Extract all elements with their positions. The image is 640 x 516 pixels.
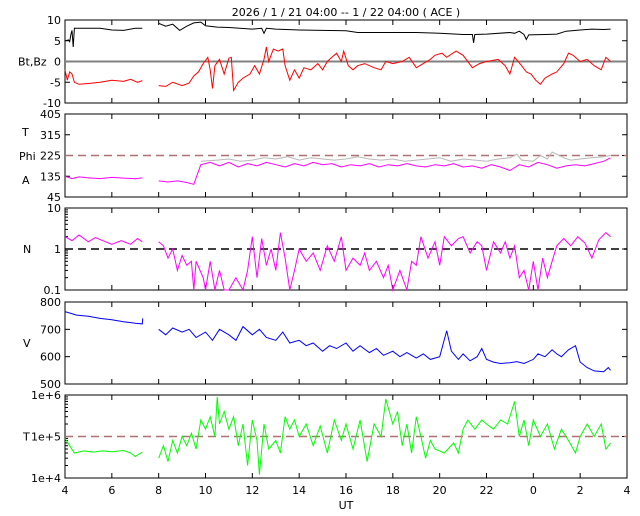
x-tick-label: 10 [199,484,213,497]
y-axis-label: V [23,337,31,350]
chart-title: 2026 / 1 / 21 04:00 -- 1 / 22 04:00 ( AC… [232,6,460,19]
y-tick-label: -10 [43,97,61,110]
y-tick-label: 0 [54,56,61,69]
y-tick-label: 800 [40,296,61,309]
x-tick-label: 6 [108,484,115,497]
y-tick-label: -5 [50,76,61,89]
y-tick-label: 500 [40,378,61,391]
x-tick-label: 4 [624,484,631,497]
y-tick-label: 0.1 [44,284,62,297]
x-tick-label: 22 [480,484,494,497]
y-tick-label: 135 [40,170,61,183]
series-v-line [64,311,611,373]
series-n-line [64,232,611,292]
y-axis-label: T [21,126,29,139]
series-t-line [64,396,611,475]
y-tick-label: 315 [40,129,61,142]
series-phi-line [64,157,611,185]
y-tick-label: 700 [40,323,61,336]
y-tick-label: 1 [54,243,61,256]
y-tick-label: 1e+6 [31,389,61,402]
y-tick-label: 405 [40,108,61,121]
x-tick-label: 4 [62,484,69,497]
y-axis-label: Bt,Bz [18,56,47,69]
x-tick-label: 14 [292,484,306,497]
y-axis-label: T [22,431,30,444]
y-tick-label: 600 [40,351,61,364]
y-tick-label: 45 [47,191,61,204]
x-axis-label: UT [339,499,354,512]
series-theta-line [200,151,611,162]
x-tick-label: 18 [386,484,400,497]
y-axis-label: Phi [19,150,36,163]
y-axis-label: N [23,243,31,256]
y-tick-label: 225 [40,150,61,163]
x-tick-label: 20 [433,484,447,497]
x-tick-label: 0 [530,484,537,497]
y-tick-label: 1e+4 [31,472,61,485]
series-bt-line [64,21,611,48]
series-bz-line [64,46,611,93]
x-tick-label: 8 [155,484,162,497]
y-tick-label: 1e+5 [31,431,61,444]
y-axis-label: A [22,174,30,187]
y-tick-label: 10 [47,202,61,215]
y-tick-label: 5 [54,35,61,48]
x-tick-label: 2 [577,484,584,497]
y-tick-label: 10 [47,14,61,27]
x-tick-label: 12 [245,484,259,497]
x-tick-label: 16 [339,484,353,497]
